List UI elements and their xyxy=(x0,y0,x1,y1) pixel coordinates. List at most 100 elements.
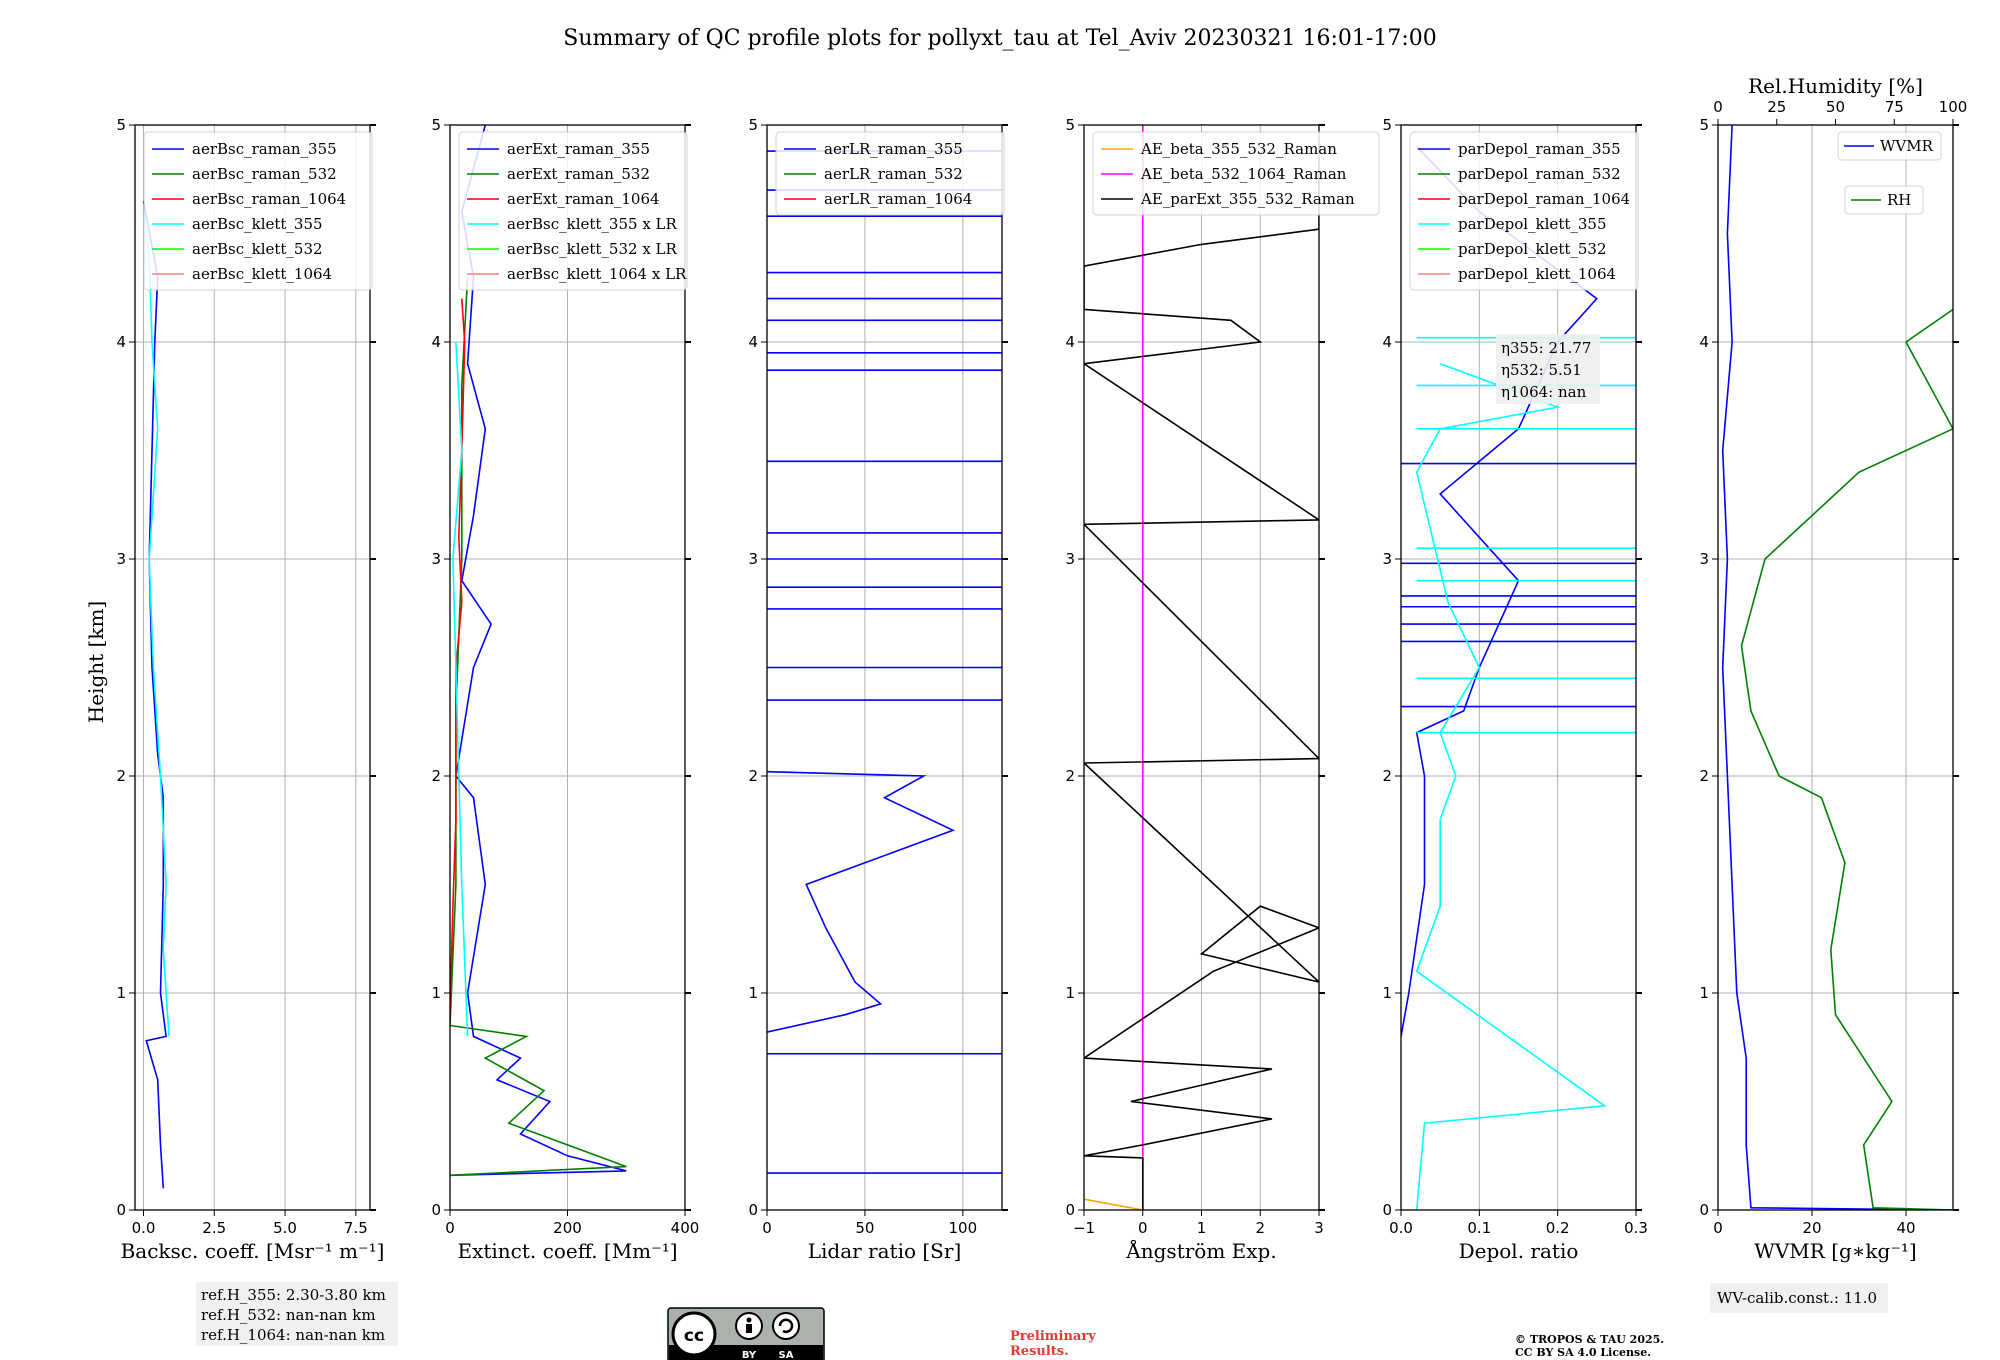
y-tick-label: 4 xyxy=(1699,333,1709,351)
series-group xyxy=(1401,146,1636,1210)
y-tick-label: 3 xyxy=(1065,550,1075,568)
legend-label: RH xyxy=(1887,191,1911,209)
y-tick-label: 2 xyxy=(431,767,441,785)
series-line xyxy=(452,341,469,1037)
y-tick-label: 0 xyxy=(1065,1201,1075,1219)
legend: aerBsc_raman_355 aerBsc_raman_532 aerBsc_r… xyxy=(143,131,373,291)
y-tick-label: 4 xyxy=(116,333,126,351)
axes-frame xyxy=(766,124,1003,1211)
legend-label: parDepol_raman_532 xyxy=(1458,165,1621,183)
x-tick-label: 0.0 xyxy=(132,1219,156,1237)
legend-label: parDepol_raman_1064 xyxy=(1458,190,1630,208)
y-tick-label: 0 xyxy=(116,1201,126,1219)
y-tick-label: 2 xyxy=(1382,767,1392,785)
legend-label: AE_beta_355_532_Raman xyxy=(1140,140,1337,158)
series-line xyxy=(450,298,466,1015)
eta-note: η355: 21.77 η532: 5.51 η1064: nan xyxy=(1496,334,1600,404)
x-tick-label: 0.1 xyxy=(1467,1219,1491,1237)
legend-label: aerBsc_klett_532 x LR xyxy=(507,240,678,258)
legend-rh: RH xyxy=(1844,185,1924,215)
legend-label: aerExt_raman_532 xyxy=(507,165,650,183)
x-tick-label: 5.0 xyxy=(273,1219,297,1237)
x-axis-label: Extinct. coeff. [Mm⁻¹] xyxy=(457,1239,677,1263)
cc-sa-label: SA xyxy=(779,1350,794,1360)
series-line xyxy=(1415,362,1607,1210)
y-tick-label: 1 xyxy=(748,984,758,1002)
x-axis-label: Ångström Exp. xyxy=(1125,1238,1276,1263)
x-axis-label: Depol. ratio xyxy=(1459,1239,1579,1263)
series-group xyxy=(1721,125,1953,1210)
y-tick-label: 3 xyxy=(1699,550,1709,568)
ref-note-532: ref.H_532: nan-nan km xyxy=(201,1306,376,1324)
y-tick-label: 4 xyxy=(748,333,758,351)
ref-note-1064: ref.H_1064: nan-nan km xyxy=(201,1326,385,1344)
y-tick-label: 0 xyxy=(1699,1201,1709,1219)
legend-label: aerBsc_klett_355 xyxy=(192,215,323,233)
y-tick-label: 3 xyxy=(116,550,126,568)
y-tick-label: 4 xyxy=(431,333,441,351)
y-tick-label: 1 xyxy=(116,984,126,1002)
svg-text:cc: cc xyxy=(684,1326,704,1346)
legend-label: aerBsc_klett_1064 xyxy=(192,265,332,283)
eta-line: η532: 5.51 xyxy=(1501,361,1582,379)
series-line xyxy=(450,276,627,1177)
preliminary-label-1: Preliminary xyxy=(1010,1329,1096,1344)
legend: aerLR_raman_355 aerLR_raman_532 aerLR_rama… xyxy=(775,131,1005,216)
legend-label: aerBsc_raman_1064 xyxy=(192,190,346,208)
x-tick-label: 0.3 xyxy=(1624,1219,1648,1237)
x-axis-label: WVMR [g∗kg⁻¹] xyxy=(1754,1239,1916,1263)
series-line xyxy=(1084,1198,1143,1210)
legend: AE_beta_355_532_Raman AE_beta_532_1064_Ra… xyxy=(1092,131,1380,216)
y-tick-label: 5 xyxy=(1699,116,1709,134)
x-axis-label: Lidar ratio [Sr] xyxy=(808,1239,962,1263)
x-tick-label: 0 xyxy=(1138,1219,1148,1237)
legend-label: aerExt_raman_355 xyxy=(507,140,650,158)
series-group xyxy=(767,150,1002,1174)
eta-line: η1064: nan xyxy=(1501,383,1587,401)
y-tick-label: 2 xyxy=(116,767,126,785)
preliminary-label-2: Results. xyxy=(1010,1344,1069,1359)
y-tick-label: 1 xyxy=(1382,984,1392,1002)
legend-label: parDepol_klett_1064 xyxy=(1458,265,1616,283)
y-tick-label: 2 xyxy=(1065,767,1075,785)
legend-label: aerBsc_raman_532 xyxy=(192,165,337,183)
legend-label: WVMR xyxy=(1880,137,1934,155)
x-tick-label: 0 xyxy=(762,1219,772,1237)
y-tick-label: 2 xyxy=(748,767,758,785)
panel-1: 0.0 2.5 5.0 7.5 0 1 2 3 4 5 Backsc. coeff. [Msr⁻¹ … xyxy=(116,116,384,1263)
y-tick-label: 5 xyxy=(116,116,126,134)
legend-label: aerBsc_raman_355 xyxy=(192,140,337,158)
legend-label: parDepol_raman_355 xyxy=(1458,140,1621,158)
eta-line: η355: 21.77 xyxy=(1501,339,1591,357)
panel-3: 0 50 100 0 1 2 3 4 5 Lidar ratio [Sr] aerLR_raman_… xyxy=(748,116,1008,1263)
x2-axis-label: Rel.Humidity [%] xyxy=(1748,74,1923,98)
series-line xyxy=(450,125,627,1177)
y-tick-label: 3 xyxy=(431,550,441,568)
axes-frame xyxy=(1400,124,1637,1211)
series-line xyxy=(1721,125,1953,1210)
series-line xyxy=(1084,157,1319,1210)
ref-note-355: ref.H_355: 2.30-3.80 km xyxy=(201,1286,386,1304)
axes-frame xyxy=(1717,124,1954,1211)
y-tick-label: 5 xyxy=(1382,116,1392,134)
x2-tick-label: 100 xyxy=(1939,98,1968,116)
panel-5: 0.0 0.1 0.2 0.3 0 1 2 3 4 5 Depol. ratio parDepol_r… xyxy=(1382,116,1647,1263)
x-tick-label: 20 xyxy=(1802,1219,1821,1237)
panel-6: 0 20 40 0 1 2 3 4 5 WVMR [g∗kg⁻¹] 0 25 50 75 100 Rel.Hu… xyxy=(1699,74,1968,1263)
y-tick-label: 2 xyxy=(1699,767,1709,785)
y-tick-label: 5 xyxy=(1065,116,1075,134)
x-tick-label: 0.2 xyxy=(1546,1219,1570,1237)
legend-label: aerLR_raman_532 xyxy=(824,165,963,183)
y-tick-label: 0 xyxy=(1382,1201,1392,1219)
y-tick-label: 3 xyxy=(1382,550,1392,568)
series-group xyxy=(450,125,627,1177)
x-tick-label: 200 xyxy=(553,1219,582,1237)
y-axis-label: Height [km] xyxy=(84,601,108,723)
x-tick-label: 1 xyxy=(1197,1219,1207,1237)
x-tick-label: −1 xyxy=(1073,1219,1095,1237)
legend: parDepol_raman_355 parDepol_raman_532 parD… xyxy=(1409,131,1639,291)
x-tick-label: 2 xyxy=(1255,1219,1265,1237)
series-group xyxy=(142,200,170,1189)
series-line xyxy=(767,770,956,1033)
reference-heights-note: ref.H_355: 2.30-3.80 km ref.H_532: nan-n… xyxy=(196,1282,398,1346)
